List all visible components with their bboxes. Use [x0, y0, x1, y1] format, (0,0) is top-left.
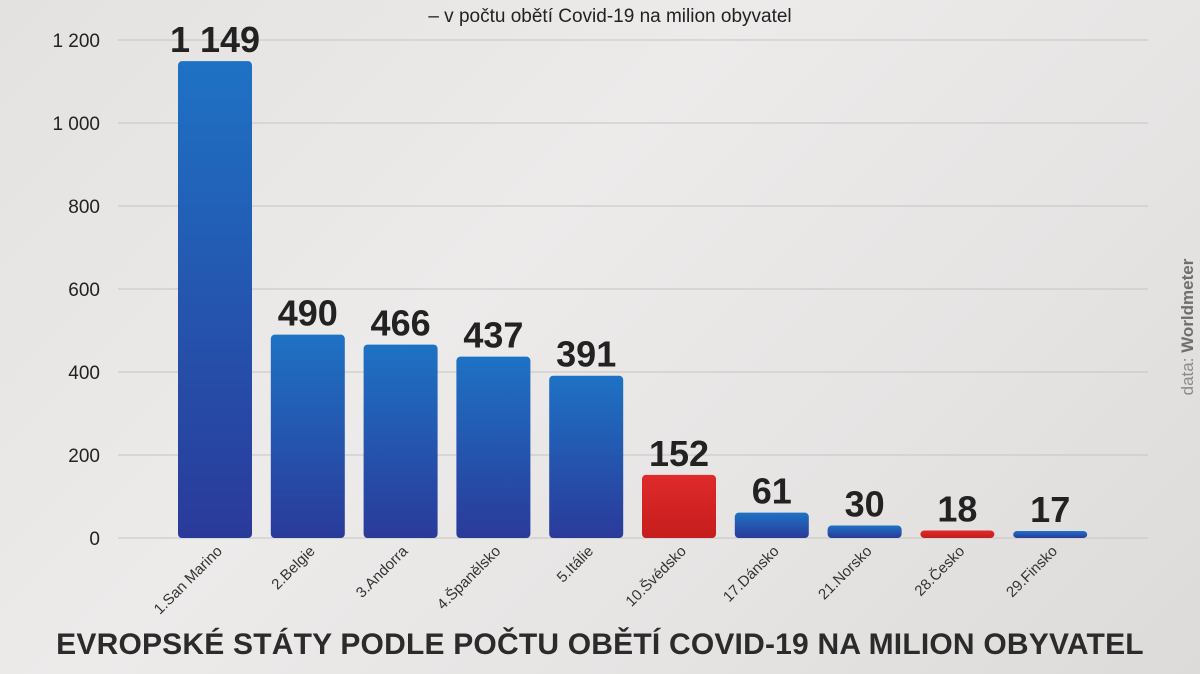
bar-value-label: 61: [752, 471, 792, 512]
x-tick-label: 10.Švédsko: [622, 543, 689, 610]
bar-value-label: 30: [845, 484, 885, 525]
chart-title: EVROPSKÉ STÁTY PODLE POČTU OBĚTÍ COVID-1…: [56, 628, 1144, 661]
y-tick-label: 800: [68, 197, 100, 218]
bar-value-label: 466: [371, 303, 431, 344]
bar-value-label: 1 149: [170, 19, 260, 60]
bar-value-label: 152: [649, 433, 709, 474]
bar: [642, 474, 716, 538]
y-tick-label: 200: [68, 446, 100, 467]
bar-value-label: 490: [278, 293, 338, 334]
bar: [827, 525, 902, 538]
bar: [363, 344, 438, 538]
bar: [178, 61, 252, 538]
bar: [549, 375, 624, 538]
data-source: data: Worldmeter: [1178, 259, 1198, 396]
y-tick-label: 1 200: [52, 31, 100, 52]
bar: [920, 530, 995, 538]
x-tick-label: 1.San Marino: [151, 543, 226, 618]
x-tick-label: 5.Itálie: [554, 543, 597, 586]
bar: [1013, 530, 1088, 538]
bar: [734, 512, 809, 538]
x-tick-label: 3.Andorra: [353, 542, 412, 601]
bar: [270, 334, 345, 538]
x-tick-label: 28.Česko: [911, 543, 968, 600]
bar-value-label: 18: [937, 489, 977, 530]
x-tick-label: 4.Španělsko: [434, 543, 504, 613]
y-tick-label: 400: [68, 363, 100, 384]
y-tick-label: 600: [68, 280, 100, 301]
y-tick-label: 0: [89, 529, 100, 550]
source-prefix: data:: [1178, 357, 1197, 396]
y-tick-label: 1 000: [52, 114, 100, 135]
bar-value-label: 391: [556, 334, 616, 375]
x-tick-label: 21.Norsko: [815, 543, 875, 603]
bar-value-label: 17: [1030, 489, 1070, 530]
source-name: Worldmeter: [1178, 258, 1197, 353]
x-tick-label: 2.Belgie: [268, 543, 318, 593]
bar-value-label: 437: [463, 315, 523, 356]
x-tick-label: 17.Dánsko: [720, 543, 783, 606]
x-tick-label: 29.Finsko: [1003, 543, 1061, 601]
chart-subtitle: – v počtu obětí Covid-19 na milion obyva…: [428, 6, 792, 27]
bar: [456, 356, 531, 538]
